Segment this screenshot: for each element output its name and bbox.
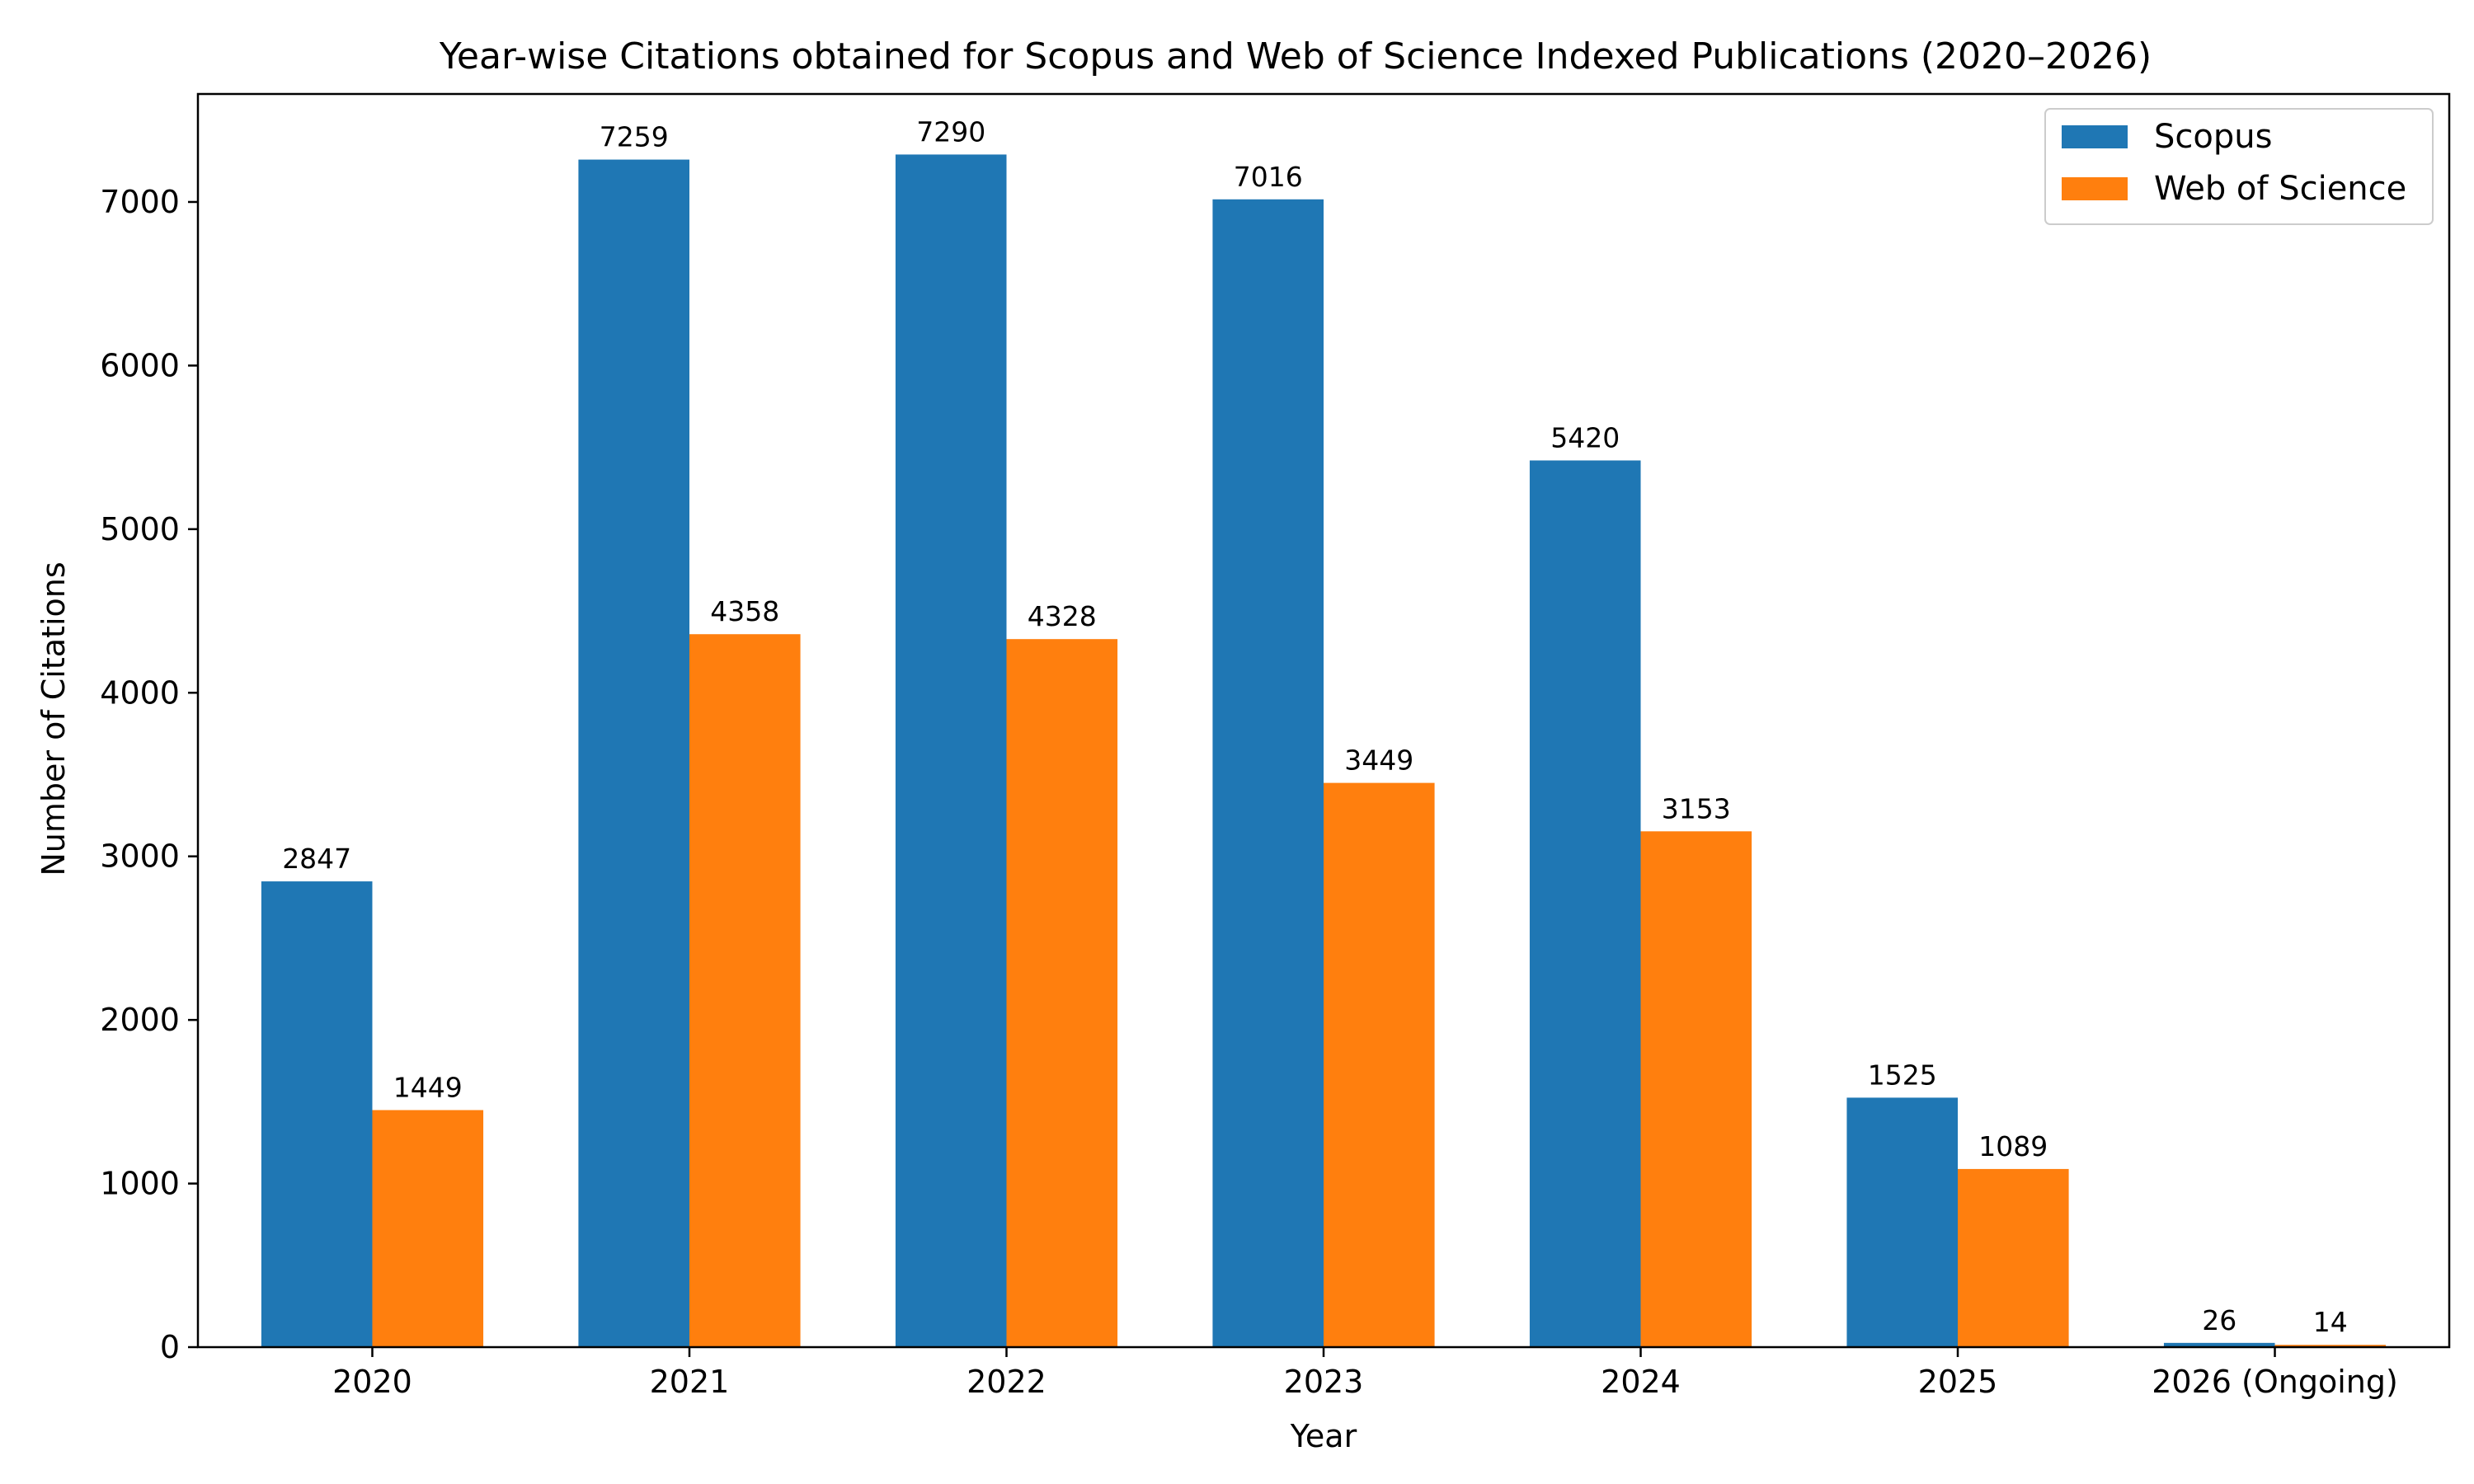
- chart-title: Year-wise Citations obtained for Scopus …: [439, 35, 2152, 77]
- y-axis-label: Number of Citations: [35, 561, 72, 876]
- legend-swatch-0: [2062, 125, 2128, 148]
- legend-label-0: Scopus: [2154, 118, 2272, 156]
- x-axis-label: Year: [1290, 1418, 1357, 1454]
- bars-layer: [261, 154, 2387, 1347]
- data-label-web-of-science-2: 4328: [1028, 600, 1097, 632]
- legend-box: [2044, 108, 2434, 225]
- bar-web-of-science-1: [689, 634, 801, 1347]
- bar-web-of-science-5: [1958, 1168, 2069, 1347]
- y-tick-label-1: 1000: [100, 1166, 180, 1202]
- x-tick-label-3: 2023: [1284, 1364, 1364, 1400]
- data-label-scopus-2: 7290: [916, 115, 985, 148]
- legend: Scopus Web of Science: [2044, 108, 2434, 225]
- y-tick-label-0: 0: [160, 1329, 180, 1365]
- legend-label-1: Web of Science: [2154, 170, 2406, 208]
- y-tick-label-2: 2000: [100, 1002, 180, 1038]
- x-axis: 2020 2021 2022 2023 2024 2025 2026 (Ongoing): [332, 1347, 2398, 1400]
- bar-scopus-5: [1846, 1097, 1959, 1347]
- plot-area-frame: [196, 92, 2451, 1349]
- bar-scopus-6: [2163, 1342, 2275, 1347]
- bar-scopus-3: [1212, 199, 1324, 1347]
- legend-swatch-1: [2062, 177, 2128, 200]
- bar-scopus-2: [895, 154, 1007, 1347]
- bar-scopus-1: [578, 159, 689, 1347]
- data-label-scopus-6: 26: [2202, 1304, 2236, 1336]
- data-label-web-of-science-0: 1449: [393, 1071, 463, 1103]
- data-label-web-of-science-1: 4358: [710, 595, 779, 627]
- x-tick-label-1: 2021: [650, 1364, 730, 1400]
- y-tick-label-5: 5000: [100, 511, 180, 547]
- data-label-web-of-science-4: 3153: [1662, 792, 1731, 824]
- x-tick-label-6: 2026 (Ongoing): [2152, 1364, 2398, 1400]
- y-tick-label-3: 3000: [100, 838, 180, 875]
- data-label-scopus-4: 5420: [1550, 421, 1620, 453]
- y-tick-label-4: 4000: [100, 674, 180, 711]
- x-tick-label-0: 2020: [332, 1364, 412, 1400]
- data-label-web-of-science-5: 1089: [1978, 1130, 2048, 1162]
- data-label-scopus-3: 7016: [1234, 161, 1303, 193]
- data-labels-layer: 2847 1449 7259 4358 7290 4328 7016 3449 5420 3153…: [282, 115, 2348, 1338]
- y-tick-label-6: 6000: [100, 347, 180, 383]
- bar-scopus-4: [1529, 460, 1641, 1347]
- x-tick-label-5: 2025: [1918, 1364, 1998, 1400]
- data-label-web-of-science-6: 14: [2313, 1306, 2348, 1338]
- bar-web-of-science-2: [1006, 639, 1118, 1347]
- bar-web-of-science-0: [372, 1110, 484, 1347]
- y-tick-label-7: 7000: [100, 184, 180, 220]
- bar-web-of-science-6: [2274, 1345, 2387, 1347]
- x-tick-label-2: 2022: [967, 1364, 1047, 1400]
- data-label-scopus-5: 1525: [1868, 1059, 1937, 1091]
- data-label-scopus-1: 7259: [600, 121, 669, 153]
- x-tick-label-4: 2024: [1601, 1364, 1681, 1400]
- y-axis: 0 1000 2000 3000 4000 5000 6000 7000: [100, 184, 198, 1365]
- bar-web-of-science-4: [1640, 831, 1752, 1347]
- bar-web-of-science-3: [1324, 782, 1435, 1347]
- data-label-web-of-science-3: 3449: [1344, 744, 1413, 777]
- bar-scopus-0: [261, 881, 373, 1347]
- data-label-scopus-0: 2847: [282, 843, 351, 875]
